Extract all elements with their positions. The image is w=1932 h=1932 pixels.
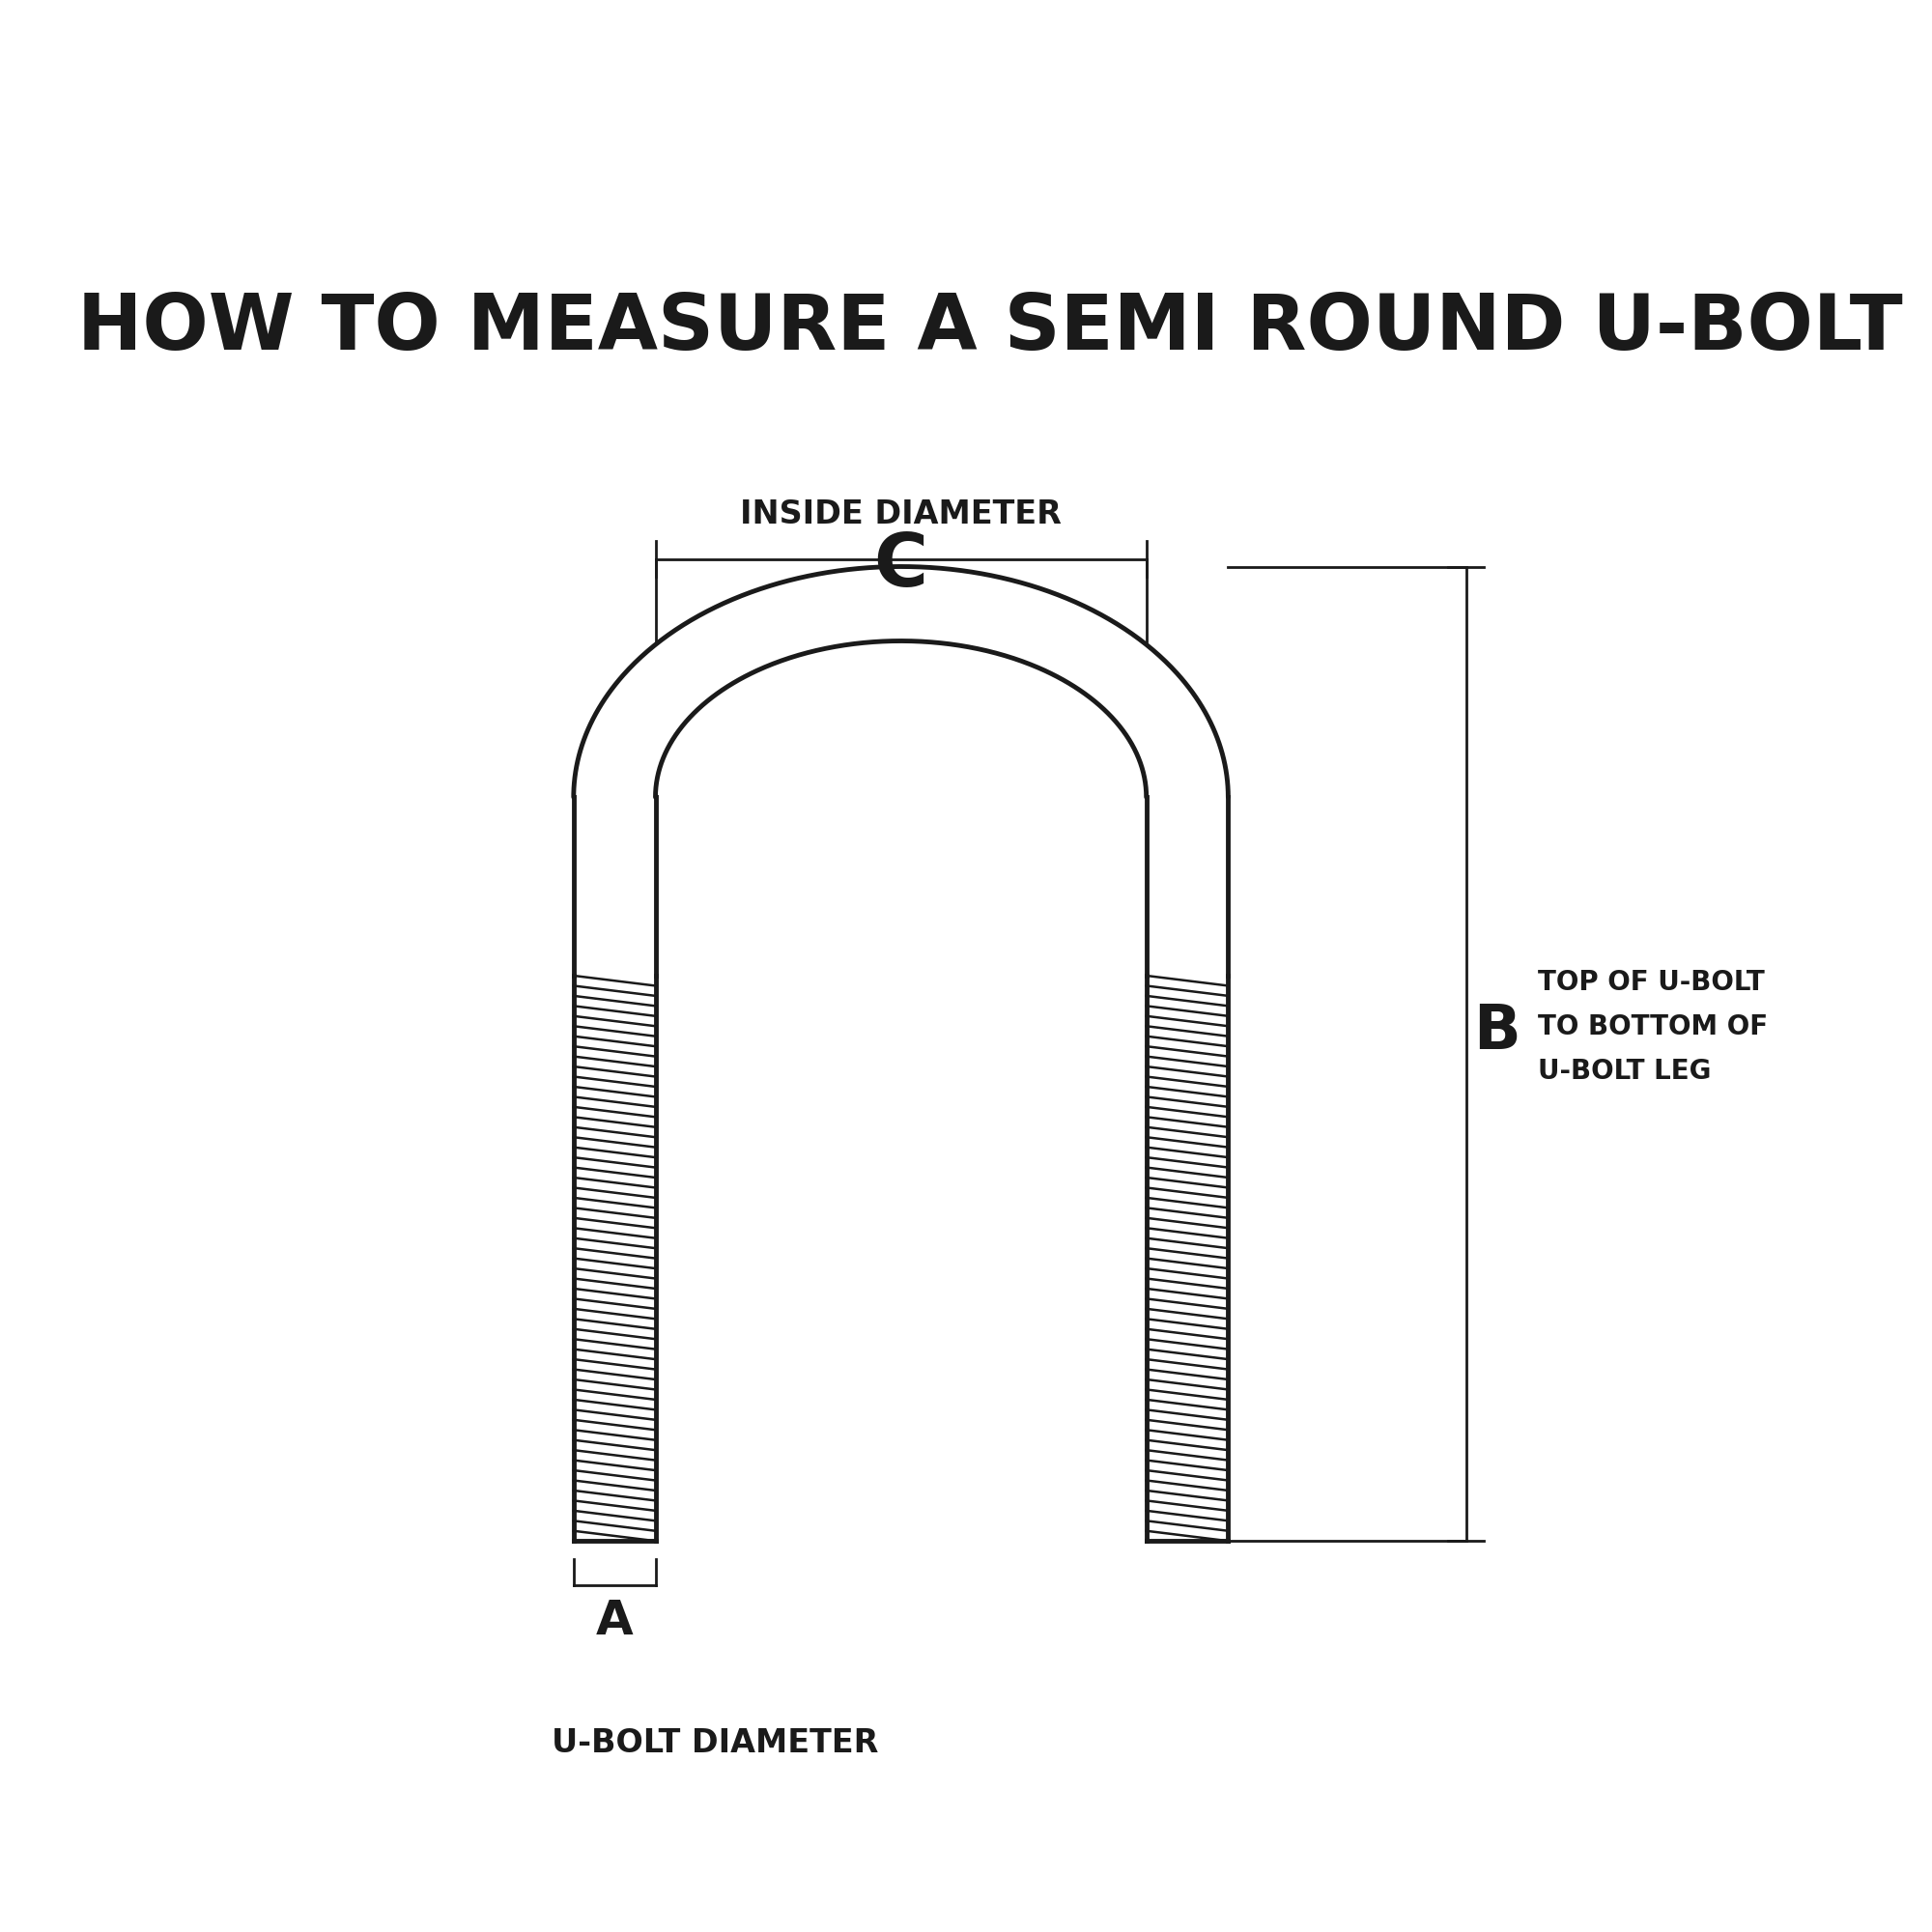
Text: B: B: [1474, 1001, 1520, 1061]
Text: U-BOLT LEG: U-BOLT LEG: [1538, 1059, 1712, 1086]
Text: HOW TO MEASURE A SEMI ROUND U-BOLT: HOW TO MEASURE A SEMI ROUND U-BOLT: [77, 292, 1903, 367]
Text: U-BOLT DIAMETER: U-BOLT DIAMETER: [551, 1727, 879, 1758]
Text: INSIDE DIAMETER: INSIDE DIAMETER: [740, 498, 1063, 531]
Text: TO BOTTOM OF: TO BOTTOM OF: [1538, 1014, 1768, 1041]
Text: TOP OF U-BOLT: TOP OF U-BOLT: [1538, 968, 1764, 995]
Text: A: A: [595, 1598, 634, 1644]
Text: C: C: [873, 531, 927, 603]
